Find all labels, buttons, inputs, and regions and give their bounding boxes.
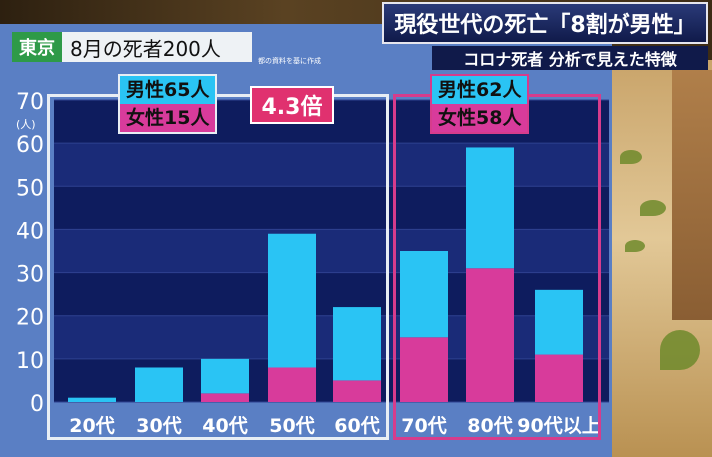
ratio-badge: 4.3倍 bbox=[250, 86, 334, 124]
age-group-under-70-frame bbox=[47, 94, 389, 440]
news-caption-main: 現役世代の死亡「8割が男性」 bbox=[382, 2, 708, 44]
legend-70-plus: 男性62人 女性58人 bbox=[430, 74, 530, 134]
bar-men bbox=[68, 397, 116, 402]
y-axis-unit-label: (人) bbox=[16, 118, 36, 131]
plant-leaf bbox=[640, 200, 666, 216]
bar-men bbox=[466, 147, 514, 269]
bar-women bbox=[535, 354, 583, 402]
bar-men bbox=[333, 307, 381, 381]
legend-women-count: 女性15人 bbox=[120, 104, 216, 132]
chart-title: 8月の死者200人 bbox=[62, 32, 252, 62]
plant-leaf bbox=[625, 240, 645, 252]
bar-men bbox=[135, 367, 183, 402]
x-tick-label: 80代 bbox=[467, 415, 512, 437]
legend-men-count: 男性65人 bbox=[120, 76, 216, 104]
bar-men bbox=[268, 233, 316, 368]
x-tick-label: 40代 bbox=[202, 415, 247, 437]
plot-band bbox=[54, 143, 609, 187]
x-tick-label: 70代 bbox=[401, 415, 446, 437]
bar-women bbox=[400, 337, 448, 402]
x-tick-label: 30代 bbox=[136, 415, 181, 437]
source-note: 都の資料を基に作成 bbox=[258, 57, 321, 65]
y-tick-label: 0 bbox=[30, 392, 44, 417]
bar-men bbox=[201, 358, 249, 394]
bar-men bbox=[400, 251, 448, 338]
legend-men-count: 男性62人 bbox=[432, 76, 528, 104]
bar-women bbox=[201, 393, 249, 402]
legend-under-70: 男性65人 女性15人 bbox=[118, 74, 218, 134]
studio-panel bbox=[672, 70, 712, 320]
y-tick-label: 40 bbox=[16, 219, 44, 244]
age-group-70-plus-frame bbox=[393, 94, 601, 440]
bar-women bbox=[268, 367, 316, 402]
y-tick-label: 30 bbox=[16, 263, 44, 288]
plot-band bbox=[54, 315, 609, 359]
plant-leaf bbox=[660, 330, 700, 370]
x-tick-label: 60代 bbox=[334, 415, 379, 437]
x-tick-label: 90代以上 bbox=[517, 415, 600, 437]
bar-women bbox=[333, 380, 381, 402]
plant-leaf bbox=[620, 150, 642, 164]
bar-women bbox=[466, 268, 514, 402]
y-tick-label: 50 bbox=[16, 176, 44, 201]
y-tick-label: 70 bbox=[16, 90, 44, 115]
region-label: 東京 bbox=[12, 32, 62, 62]
news-caption-sub: コロナ死者 分析で見えた特徴 bbox=[432, 46, 708, 70]
x-tick-label: 20代 bbox=[69, 415, 114, 437]
y-tick-label: 10 bbox=[16, 349, 44, 374]
y-tick-label: 20 bbox=[16, 306, 44, 331]
x-tick-label: 50代 bbox=[269, 415, 314, 437]
plot-band bbox=[54, 229, 609, 273]
bar-men bbox=[535, 289, 583, 355]
y-tick-label: 60 bbox=[16, 133, 44, 158]
legend-women-count: 女性58人 bbox=[432, 104, 528, 132]
